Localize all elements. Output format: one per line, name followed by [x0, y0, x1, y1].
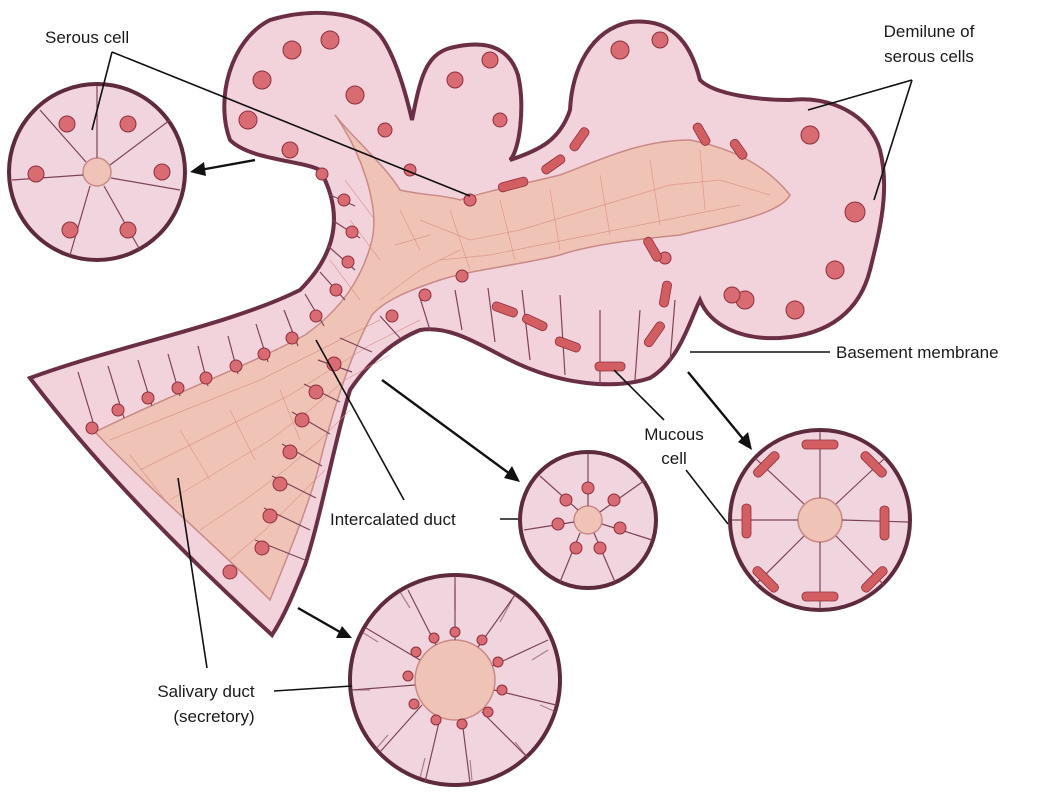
label-basement-membrane: Basement membrane [836, 343, 999, 362]
lumen-mesh [109, 149, 771, 561]
label-salivary-line2: (secretory) [173, 707, 254, 726]
label-demilune-line1: Demilune of [884, 22, 975, 41]
arrow-to-salivary-section [297, 606, 352, 638]
label-intercalated-duct: Intercalated duct [330, 510, 456, 529]
salivary-duct-cross-section [348, 573, 562, 787]
serous-acinus-cross-section [7, 82, 187, 262]
leader-lines [91, 51, 913, 692]
gland-nuclei [85, 30, 866, 580]
intercalated-duct-cross-section [518, 450, 658, 590]
arrows [190, 158, 752, 638]
arrow-to-intercalated-section [381, 379, 520, 482]
label-mucous-line1: Mucous [644, 425, 704, 444]
gland-structure [26, 10, 887, 639]
mucous-acinus-cross-section [728, 428, 912, 612]
mucous-secretions [491, 122, 748, 372]
label-demilune-line2: serous cells [884, 47, 974, 66]
arrow-to-mucous-section [687, 371, 752, 450]
label-mucous-line2: cell [661, 449, 687, 468]
arrow-to-serous-section [190, 158, 256, 176]
duct-cell-walls [77, 193, 676, 561]
label-serous-cell: Serous cell [45, 28, 129, 47]
gland-lumen [93, 114, 791, 602]
labels: Serous cell Demilune of serous cells Bas… [45, 22, 999, 726]
label-salivary-line1: Salivary duct [157, 682, 255, 701]
